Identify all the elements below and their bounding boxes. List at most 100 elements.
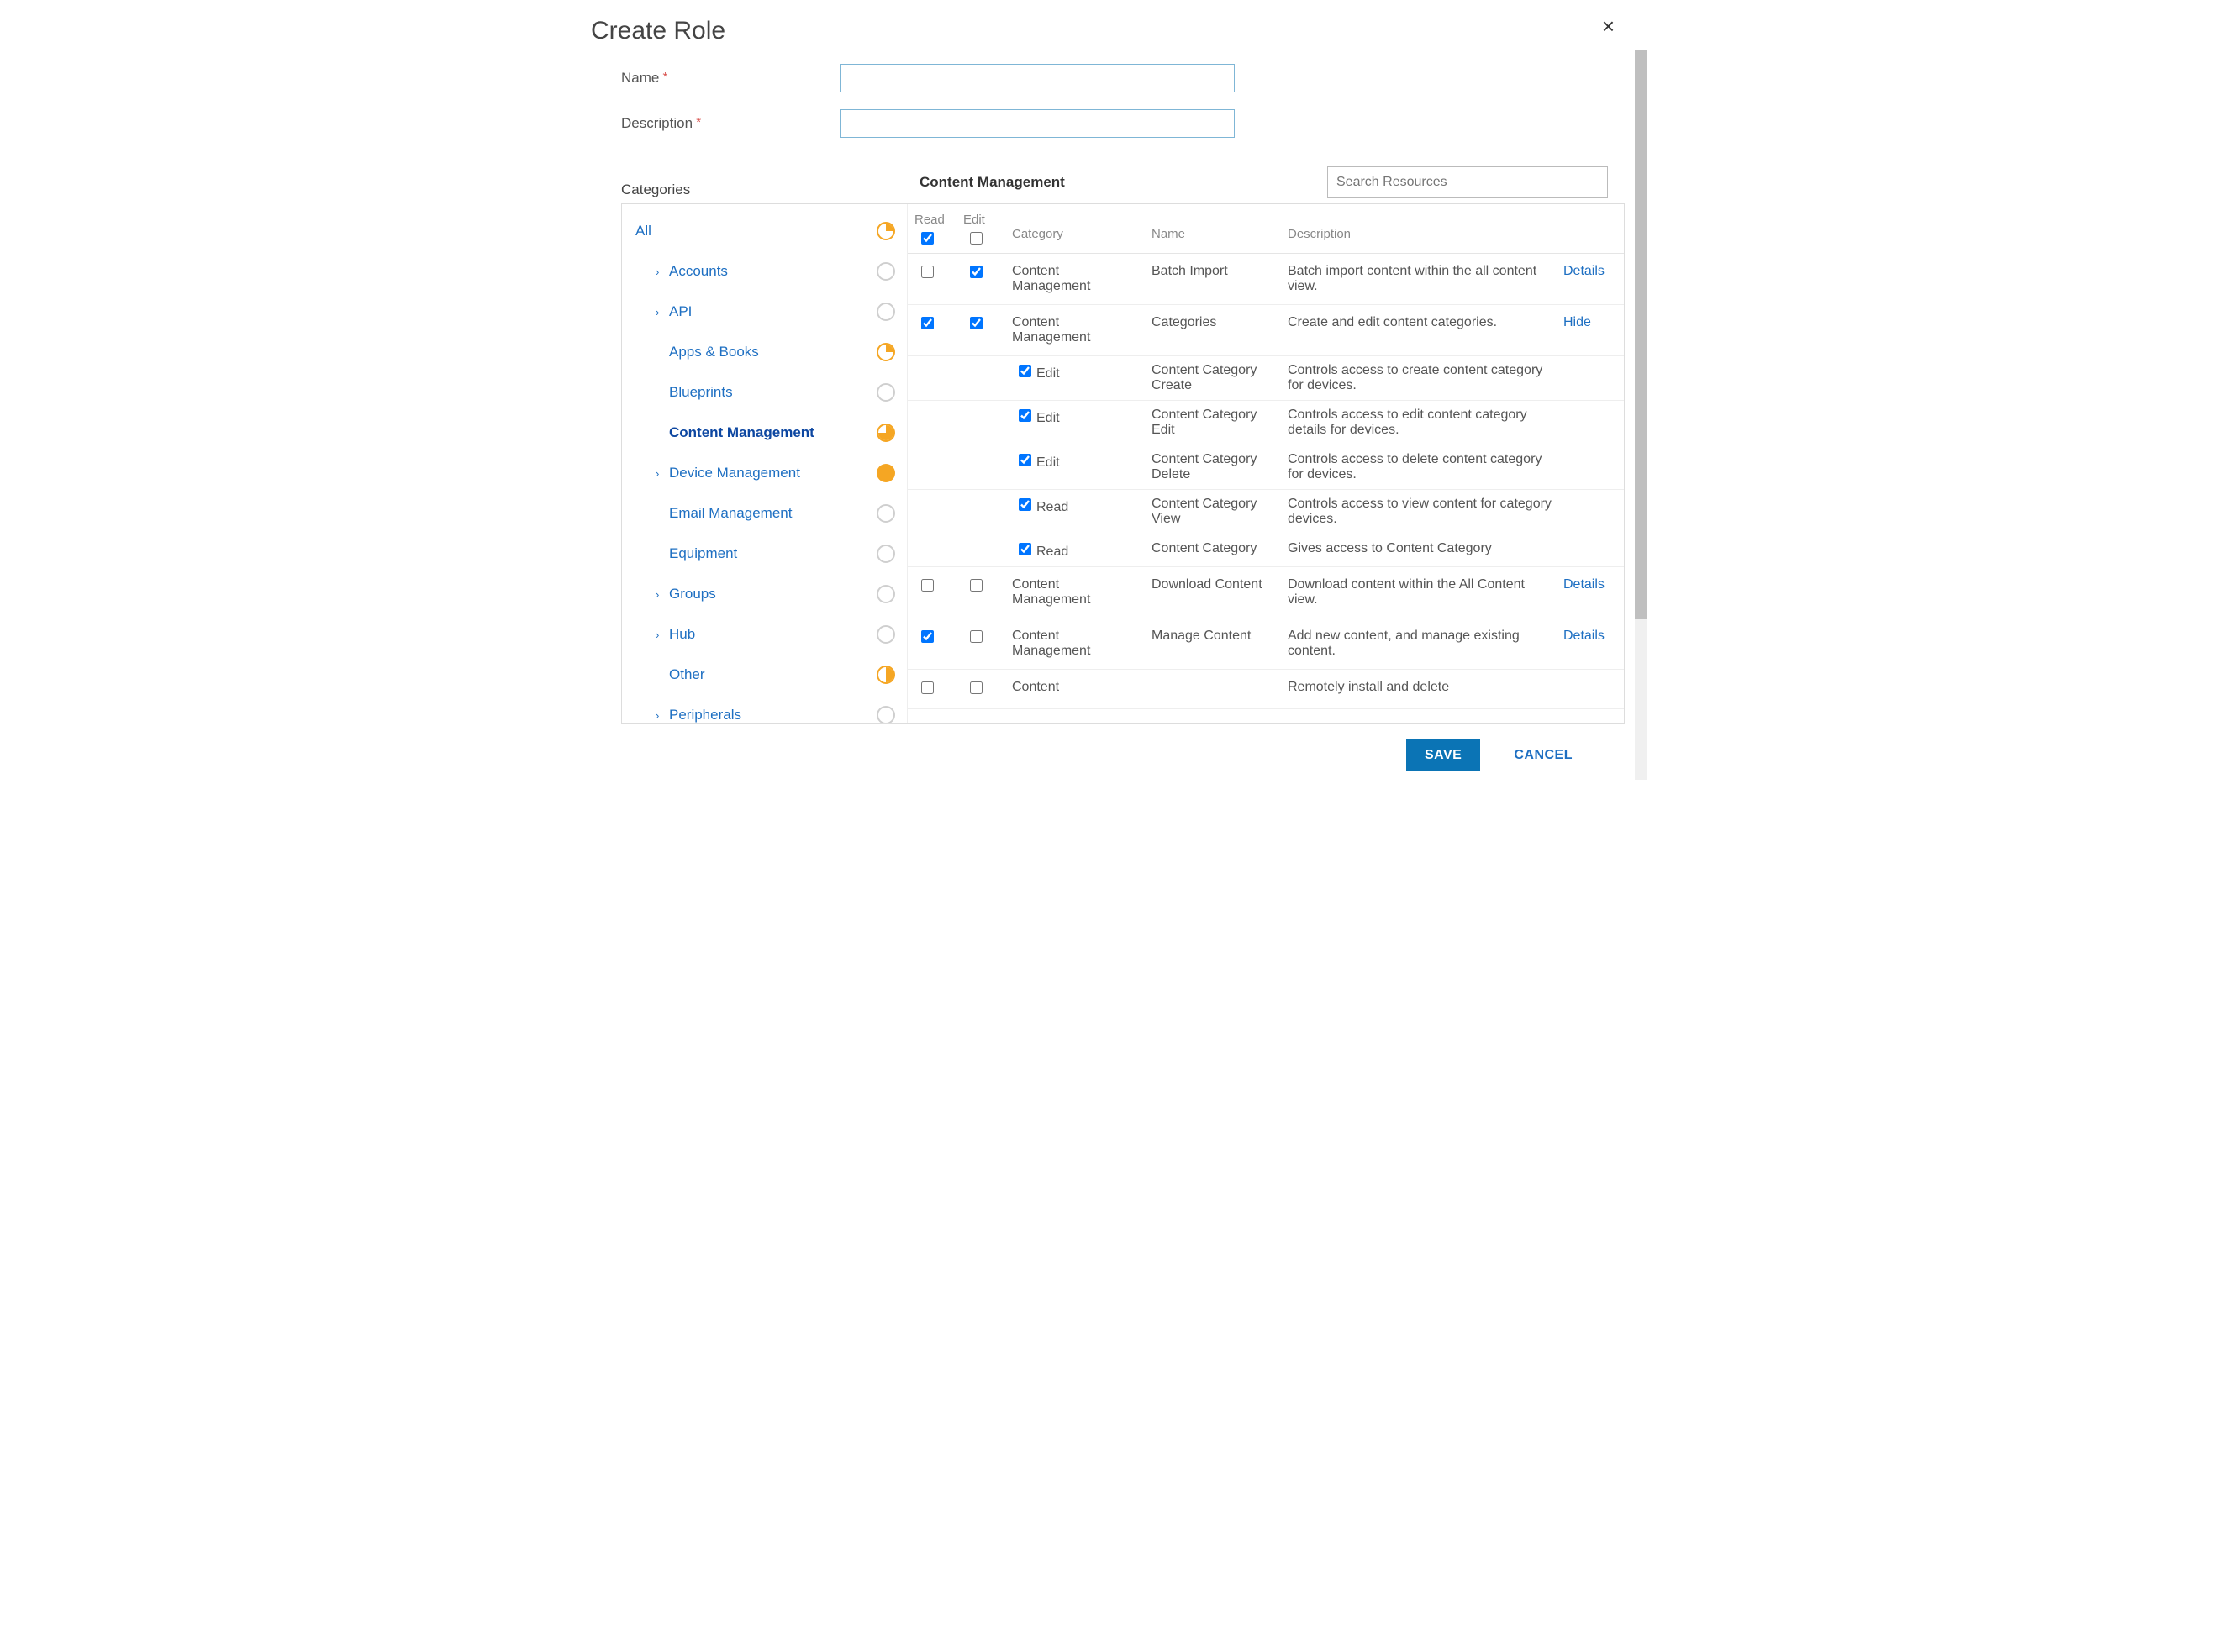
panel-header-row: Content Management	[920, 166, 1625, 198]
sidebar-item-label: Device Management	[669, 465, 877, 481]
col-category-label: Category	[1012, 227, 1063, 241]
chevron-right-icon: ›	[656, 709, 666, 722]
cancel-button[interactable]: CANCEL	[1509, 747, 1578, 764]
description-input[interactable]	[840, 109, 1235, 138]
read-checkbox[interactable]	[921, 579, 934, 592]
categories-sidebar[interactable]: All›Accounts›APIApps & BooksBlueprintsCo…	[622, 204, 908, 723]
cell-name: Content Category Edit	[1145, 401, 1281, 445]
cell-category: Content Management	[1005, 618, 1145, 670]
sidebar-item[interactable]: ›Hub	[622, 614, 907, 655]
sidebar-item[interactable]: Apps & Books	[622, 332, 907, 372]
status-circle-icon	[877, 464, 895, 482]
status-circle-icon	[877, 343, 895, 361]
status-circle-icon	[877, 303, 895, 321]
description-row: Description *	[621, 109, 1625, 138]
save-button[interactable]: SAVE	[1406, 739, 1480, 771]
cell-name: Batch Import	[1145, 254, 1281, 305]
sidebar-item[interactable]: Equipment	[622, 534, 907, 574]
sidebar-item-label: Accounts	[669, 263, 877, 280]
edit-checkbox[interactable]	[970, 266, 983, 278]
page-scrollbar[interactable]	[1635, 50, 1647, 780]
sidebar-item[interactable]: ›Accounts	[622, 251, 907, 292]
search-input[interactable]	[1327, 166, 1608, 198]
cell-description: Download content within the All Content …	[1281, 567, 1557, 618]
cell-category: Content Management	[1005, 254, 1145, 305]
cell-sub: Edit	[1005, 401, 1145, 445]
row-action-link[interactable]: Details	[1563, 577, 1605, 592]
col-read: Read	[908, 204, 957, 254]
cell-description: Controls access to create content catego…	[1281, 356, 1557, 401]
cell-description: Gives access to Content Category	[1281, 534, 1557, 567]
table-row: Content ManagementManage ContentAdd new …	[908, 618, 1624, 670]
sidebar-item[interactable]: Content Management	[622, 413, 907, 453]
sidebar-item-label: Blueprints	[669, 384, 877, 401]
sidebar-item[interactable]: Other	[622, 655, 907, 695]
read-checkbox[interactable]	[921, 317, 934, 329]
sidebar-item-label: Email Management	[669, 505, 877, 522]
sidebar-item[interactable]: ›API	[622, 292, 907, 332]
sub-checkbox[interactable]	[1019, 409, 1031, 422]
cell-category: Content Management	[1005, 567, 1145, 618]
chevron-right-icon: ›	[656, 467, 666, 480]
row-action-link[interactable]: Details	[1563, 264, 1605, 278]
cell-name: Content Category	[1145, 534, 1281, 567]
sidebar-item-label: Hub	[669, 626, 877, 643]
status-circle-icon	[877, 383, 895, 402]
read-checkbox[interactable]	[921, 266, 934, 278]
sidebar-item-label: API	[669, 303, 877, 320]
page-scrollbar-thumb[interactable]	[1635, 50, 1647, 619]
status-circle-icon	[877, 262, 895, 281]
sidebar-item-label: Equipment	[669, 545, 877, 562]
sidebar-item[interactable]: ›Device Management	[622, 453, 907, 493]
table-header-row: Read Edit Category Name Description	[908, 204, 1624, 254]
name-input[interactable]	[840, 64, 1235, 92]
status-circle-icon	[877, 585, 895, 603]
edit-checkbox[interactable]	[970, 630, 983, 643]
sub-label: Edit	[1036, 455, 1060, 470]
sidebar-item[interactable]: Email Management	[622, 493, 907, 534]
table-row: ReadContent Category ViewControls access…	[908, 490, 1624, 534]
sub-checkbox[interactable]	[1019, 543, 1031, 555]
sidebar-item[interactable]: All	[622, 211, 907, 251]
cell-sub: Read	[1005, 534, 1145, 567]
panel-title: Content Management	[920, 174, 1065, 191]
sidebar-item[interactable]: ›Groups	[622, 574, 907, 614]
row-action-link[interactable]: Hide	[1563, 315, 1591, 329]
status-circle-icon	[877, 424, 895, 442]
sidebar-item[interactable]: Blueprints	[622, 372, 907, 413]
col-action	[1557, 204, 1624, 254]
edit-checkbox[interactable]	[970, 317, 983, 329]
read-checkbox[interactable]	[921, 630, 934, 643]
cell-name: Categories	[1145, 305, 1281, 356]
sub-checkbox[interactable]	[1019, 365, 1031, 377]
read-checkbox[interactable]	[921, 681, 934, 694]
dialog-footer: SAVE CANCEL	[591, 724, 1625, 775]
edit-all-checkbox[interactable]	[970, 232, 983, 245]
dialog-title: Create Role	[591, 17, 1625, 45]
read-all-checkbox[interactable]	[921, 232, 934, 245]
status-circle-icon	[877, 545, 895, 563]
table-row: Read Content CategoryGives access to Cont…	[908, 534, 1624, 567]
sidebar-item[interactable]: ›Peripherals	[622, 695, 907, 723]
close-icon[interactable]: ×	[1602, 15, 1615, 37]
edit-checkbox[interactable]	[970, 681, 983, 694]
col-category: Category	[1005, 204, 1145, 254]
permissions-scroll[interactable]: Read Edit Category Name Description	[908, 204, 1624, 723]
status-circle-icon	[877, 666, 895, 684]
sub-checkbox[interactable]	[1019, 454, 1031, 466]
col-name-label: Name	[1152, 227, 1185, 241]
sub-label: Read	[1036, 545, 1068, 559]
sub-label: Edit	[1036, 366, 1060, 381]
permissions-table: Read Edit Category Name Description	[908, 204, 1624, 709]
sidebar-item-label: Apps & Books	[669, 344, 877, 360]
cell-name: Content Category Create	[1145, 356, 1281, 401]
row-action-link[interactable]: Details	[1563, 629, 1605, 643]
cell-description: Create and edit content categories.	[1281, 305, 1557, 356]
status-circle-icon	[877, 625, 895, 644]
cell-description: Add new content, and manage existing con…	[1281, 618, 1557, 670]
sub-checkbox[interactable]	[1019, 498, 1031, 511]
cell-description: Batch import content within the all cont…	[1281, 254, 1557, 305]
sidebar-item-label: Content Management	[669, 424, 877, 441]
cell-description: Controls access to edit content category…	[1281, 401, 1557, 445]
edit-checkbox[interactable]	[970, 579, 983, 592]
